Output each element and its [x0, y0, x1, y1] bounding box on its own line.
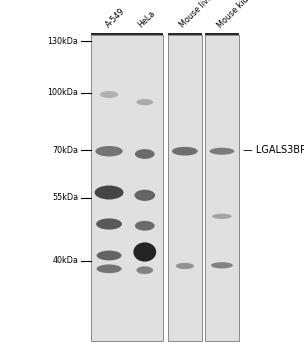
- Text: 130kDa: 130kDa: [47, 37, 78, 46]
- Ellipse shape: [136, 266, 153, 274]
- Text: 55kDa: 55kDa: [52, 193, 78, 202]
- Ellipse shape: [135, 221, 155, 231]
- Text: 100kDa: 100kDa: [47, 88, 78, 97]
- Ellipse shape: [209, 148, 234, 155]
- Text: Mouse liver: Mouse liver: [178, 0, 217, 30]
- Bar: [205, 35, 239, 341]
- Ellipse shape: [97, 251, 122, 260]
- Ellipse shape: [176, 263, 194, 269]
- Text: Mouse kidney: Mouse kidney: [216, 0, 261, 30]
- Ellipse shape: [211, 262, 233, 268]
- Ellipse shape: [96, 218, 122, 230]
- Ellipse shape: [100, 91, 118, 98]
- Ellipse shape: [95, 146, 123, 156]
- Ellipse shape: [134, 190, 155, 201]
- Ellipse shape: [97, 265, 122, 273]
- Ellipse shape: [136, 99, 153, 105]
- Text: — LGALS3BP: — LGALS3BP: [243, 146, 304, 155]
- Ellipse shape: [135, 149, 155, 159]
- Ellipse shape: [95, 186, 123, 199]
- Ellipse shape: [172, 147, 198, 155]
- Text: A-549: A-549: [104, 7, 127, 30]
- Bar: [168, 35, 202, 341]
- Text: HeLa: HeLa: [136, 9, 157, 30]
- Bar: [91, 35, 163, 341]
- Text: 40kDa: 40kDa: [53, 256, 78, 265]
- Ellipse shape: [133, 242, 156, 261]
- Ellipse shape: [212, 214, 232, 219]
- Text: 70kDa: 70kDa: [52, 146, 78, 155]
